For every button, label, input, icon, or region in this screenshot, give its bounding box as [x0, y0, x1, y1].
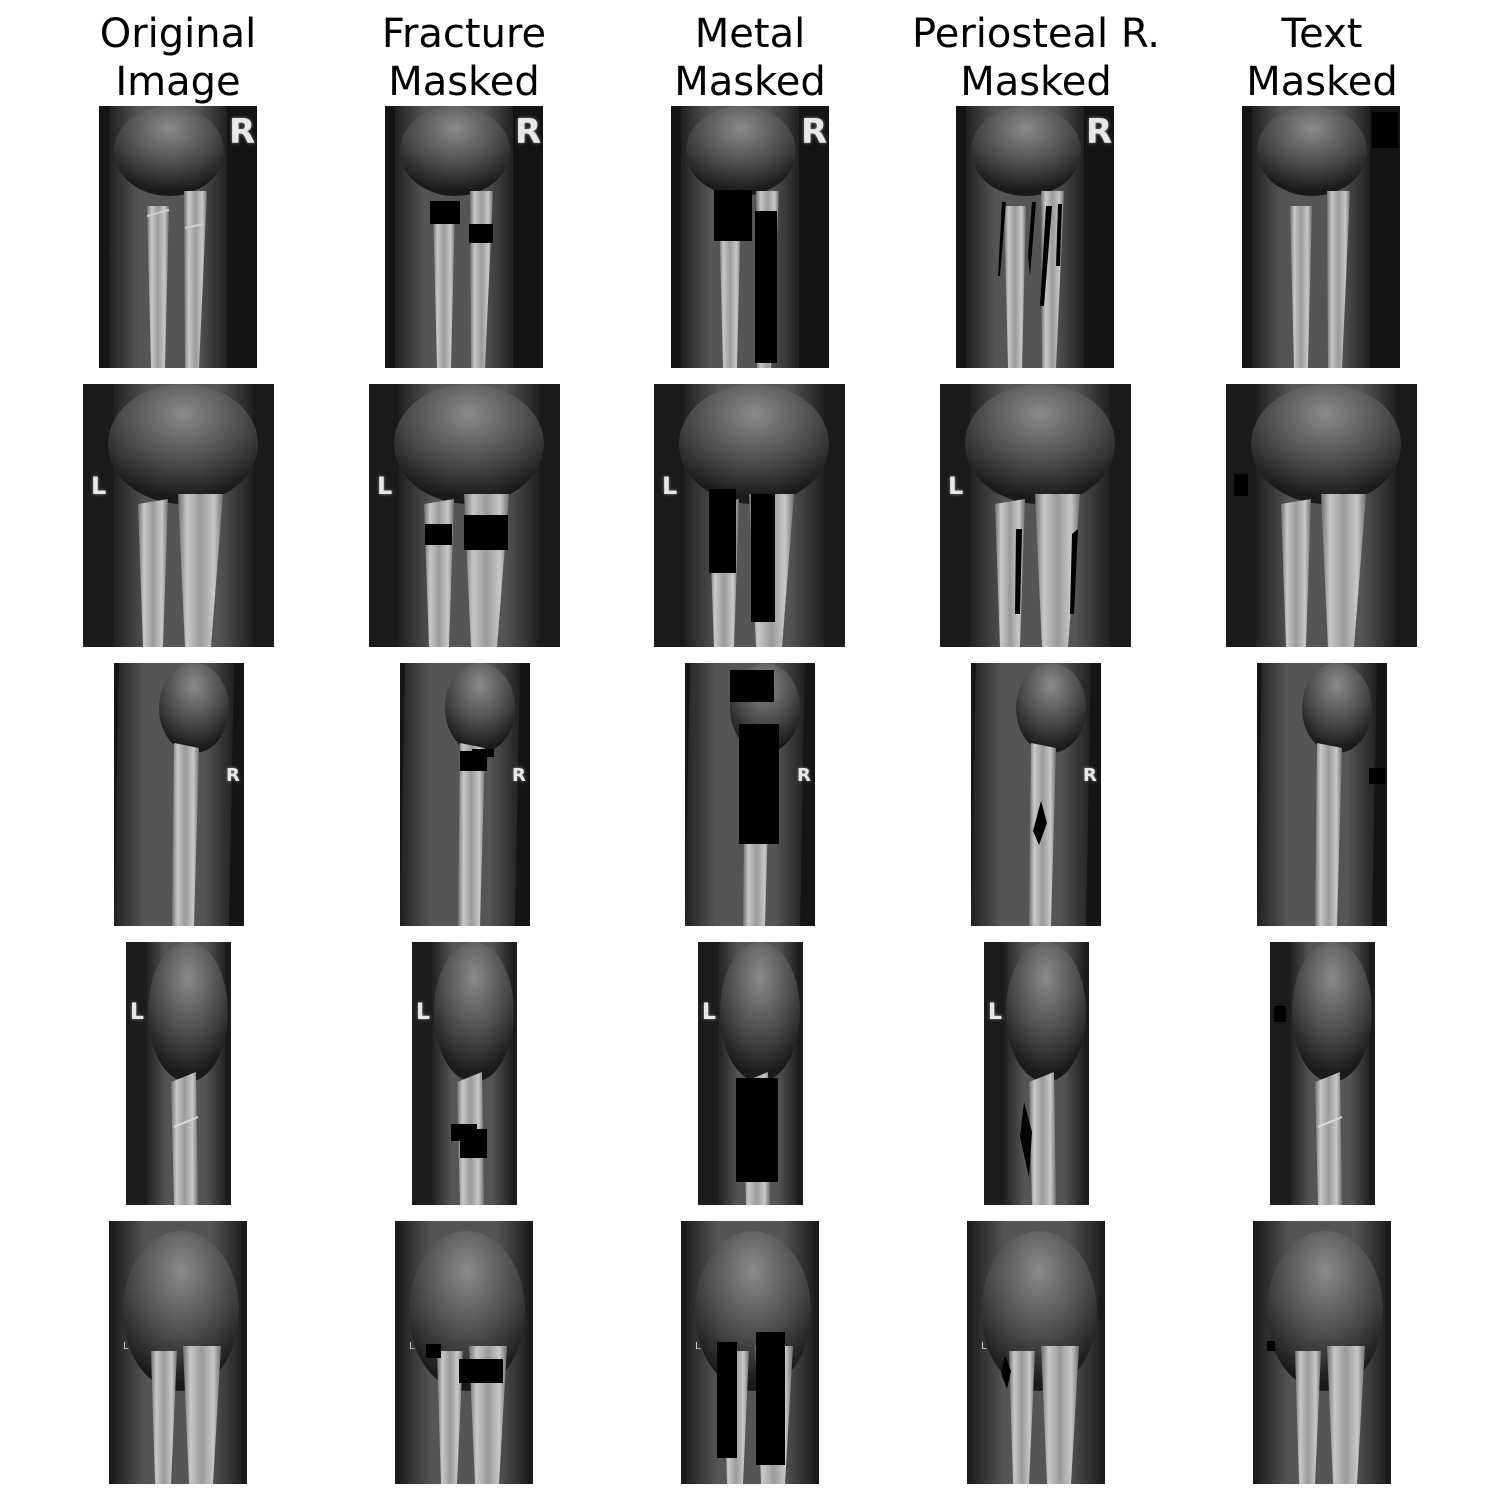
xray-image: R	[671, 106, 829, 368]
column-header-text-masked: Text Masked	[1179, 10, 1465, 106]
fracture-mask	[460, 1129, 487, 1158]
side-marker: L	[91, 472, 107, 500]
side-marker: R	[797, 765, 811, 786]
xray-image: L	[83, 384, 274, 647]
side-marker: L	[988, 1000, 1003, 1025]
fracture-mask	[425, 524, 452, 545]
xray-image: R	[99, 106, 257, 368]
side-marker: L	[409, 1341, 415, 1352]
side-marker: L	[662, 472, 678, 500]
column-header-line1: Original	[99, 11, 257, 57]
xray-image: R	[400, 663, 530, 926]
side-marker: R	[512, 765, 526, 786]
column-header-line2: Masked	[674, 59, 826, 105]
xray-image: L	[984, 942, 1089, 1205]
metal-mask	[751, 494, 775, 622]
xray-image: R	[956, 106, 1114, 368]
xray-image: L	[126, 942, 231, 1205]
fracture-mask	[426, 1344, 441, 1358]
column-header-line2: Masked	[960, 59, 1112, 105]
metal-mask	[714, 190, 752, 241]
metal-mask	[756, 1332, 785, 1465]
metal-mask	[739, 724, 779, 844]
xray-image: L	[967, 1221, 1105, 1484]
metal-mask	[709, 489, 736, 573]
text-mask	[1234, 474, 1248, 496]
column-header-line1: Metal	[694, 11, 806, 57]
column-header-fracture-masked: Fracture Masked	[321, 10, 607, 106]
fracture-mask	[472, 749, 494, 757]
side-marker: L	[981, 1341, 987, 1352]
metal-mask	[730, 670, 774, 702]
column-header-line2: Image	[115, 59, 241, 105]
metal-mask	[717, 1342, 737, 1458]
xray-image: L	[369, 384, 560, 647]
xray-image: L	[654, 384, 845, 647]
text-mask	[1274, 1006, 1286, 1022]
xray-image	[1242, 106, 1400, 368]
xray-image: L	[940, 384, 1131, 647]
side-marker: R	[801, 112, 828, 152]
side-marker: L	[123, 1341, 129, 1352]
column-header-original-image: Original Image	[35, 10, 321, 106]
column-header-metal-masked: Metal Masked	[607, 10, 893, 106]
xray-image: L	[412, 942, 517, 1205]
side-marker: R	[1086, 112, 1113, 152]
column-header-line1: Fracture	[381, 11, 547, 57]
fracture-mask	[469, 224, 493, 243]
xray-image	[1257, 663, 1387, 926]
text-mask	[1372, 112, 1398, 148]
xray-image: R	[685, 663, 815, 926]
xray-image: L	[698, 942, 803, 1205]
side-marker: R	[229, 112, 256, 152]
xray-image	[1253, 1221, 1391, 1484]
xray-image	[1226, 384, 1417, 647]
column-header-line1: Periosteal R.	[912, 11, 1160, 57]
side-marker: L	[695, 1341, 701, 1352]
xray-image: R	[114, 663, 244, 926]
side-marker: R	[515, 112, 542, 152]
xray-image: R	[385, 106, 543, 368]
side-marker: L	[948, 472, 964, 500]
column-header-periosteal-masked: Periosteal R. Masked	[893, 10, 1179, 106]
fracture-mask	[459, 1359, 503, 1383]
fracture-mask	[430, 201, 460, 224]
side-marker: L	[416, 1000, 431, 1025]
xray-image	[1270, 942, 1375, 1205]
text-mask	[1267, 1341, 1275, 1351]
metal-mask	[736, 1078, 778, 1182]
side-marker: L	[130, 1000, 145, 1025]
column-header-line2: Masked	[388, 59, 540, 105]
xray-image: L	[395, 1221, 533, 1484]
column-header-line1: Text	[1281, 11, 1363, 57]
xray-image: L	[681, 1221, 819, 1484]
metal-mask	[755, 211, 777, 363]
side-marker: R	[226, 765, 240, 786]
side-marker: R	[1083, 765, 1097, 786]
column-header-line2: Masked	[1246, 59, 1398, 105]
text-mask	[1369, 768, 1385, 784]
xray-image: L	[109, 1221, 247, 1484]
side-marker: L	[702, 1000, 717, 1025]
side-marker: L	[377, 472, 393, 500]
xray-image: R	[971, 663, 1101, 926]
fracture-mask	[464, 515, 508, 550]
